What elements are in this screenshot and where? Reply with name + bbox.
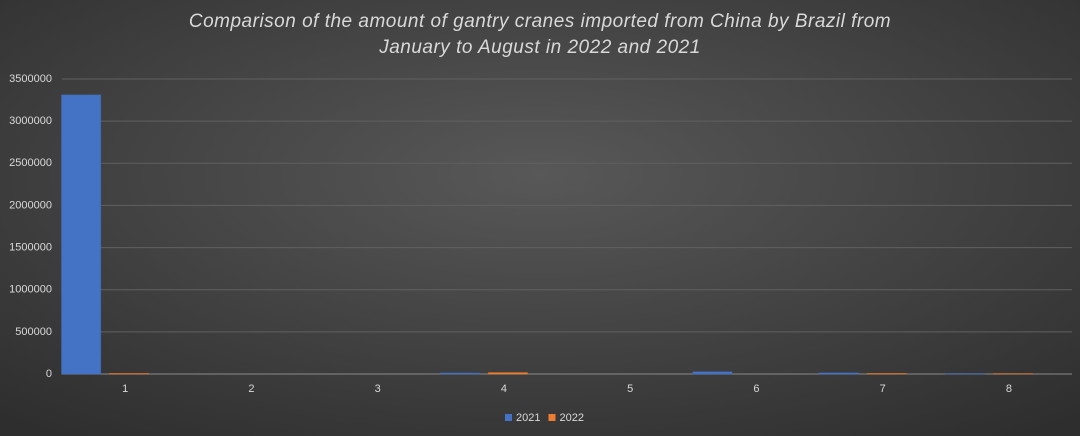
x-tick-label: 4 [501, 383, 507, 395]
x-tick-label: 7 [880, 383, 886, 395]
chart-title: Comparison of the amount of gantry crane… [189, 11, 891, 58]
y-tick-label: 0 [46, 368, 52, 380]
y-tick-label: 3000000 [9, 115, 52, 127]
bar [692, 371, 733, 375]
y-tick-label: 2000000 [9, 199, 52, 211]
y-tick-label: 2500000 [9, 157, 52, 169]
bar [439, 372, 480, 375]
y-tick-label: 1500000 [9, 241, 52, 253]
legend-label: 2022 [559, 412, 583, 424]
legend-swatch [505, 414, 512, 421]
x-tick-label: 5 [627, 383, 633, 395]
x-tick-label: 1 [122, 383, 128, 395]
bar [818, 372, 859, 375]
y-tick-label: 1000000 [9, 284, 52, 296]
x-tick-label: 3 [375, 383, 381, 395]
x-tick-label: 2 [248, 383, 254, 395]
y-tick-label: 3500000 [9, 73, 52, 85]
legend-swatch [548, 414, 556, 421]
legend-label: 2021 [516, 412, 540, 424]
bar [487, 372, 528, 375]
bar [61, 94, 102, 375]
x-tick-label: 8 [1006, 383, 1012, 395]
y-tick-label: 500000 [15, 326, 52, 338]
x-tick-label: 6 [753, 383, 759, 395]
